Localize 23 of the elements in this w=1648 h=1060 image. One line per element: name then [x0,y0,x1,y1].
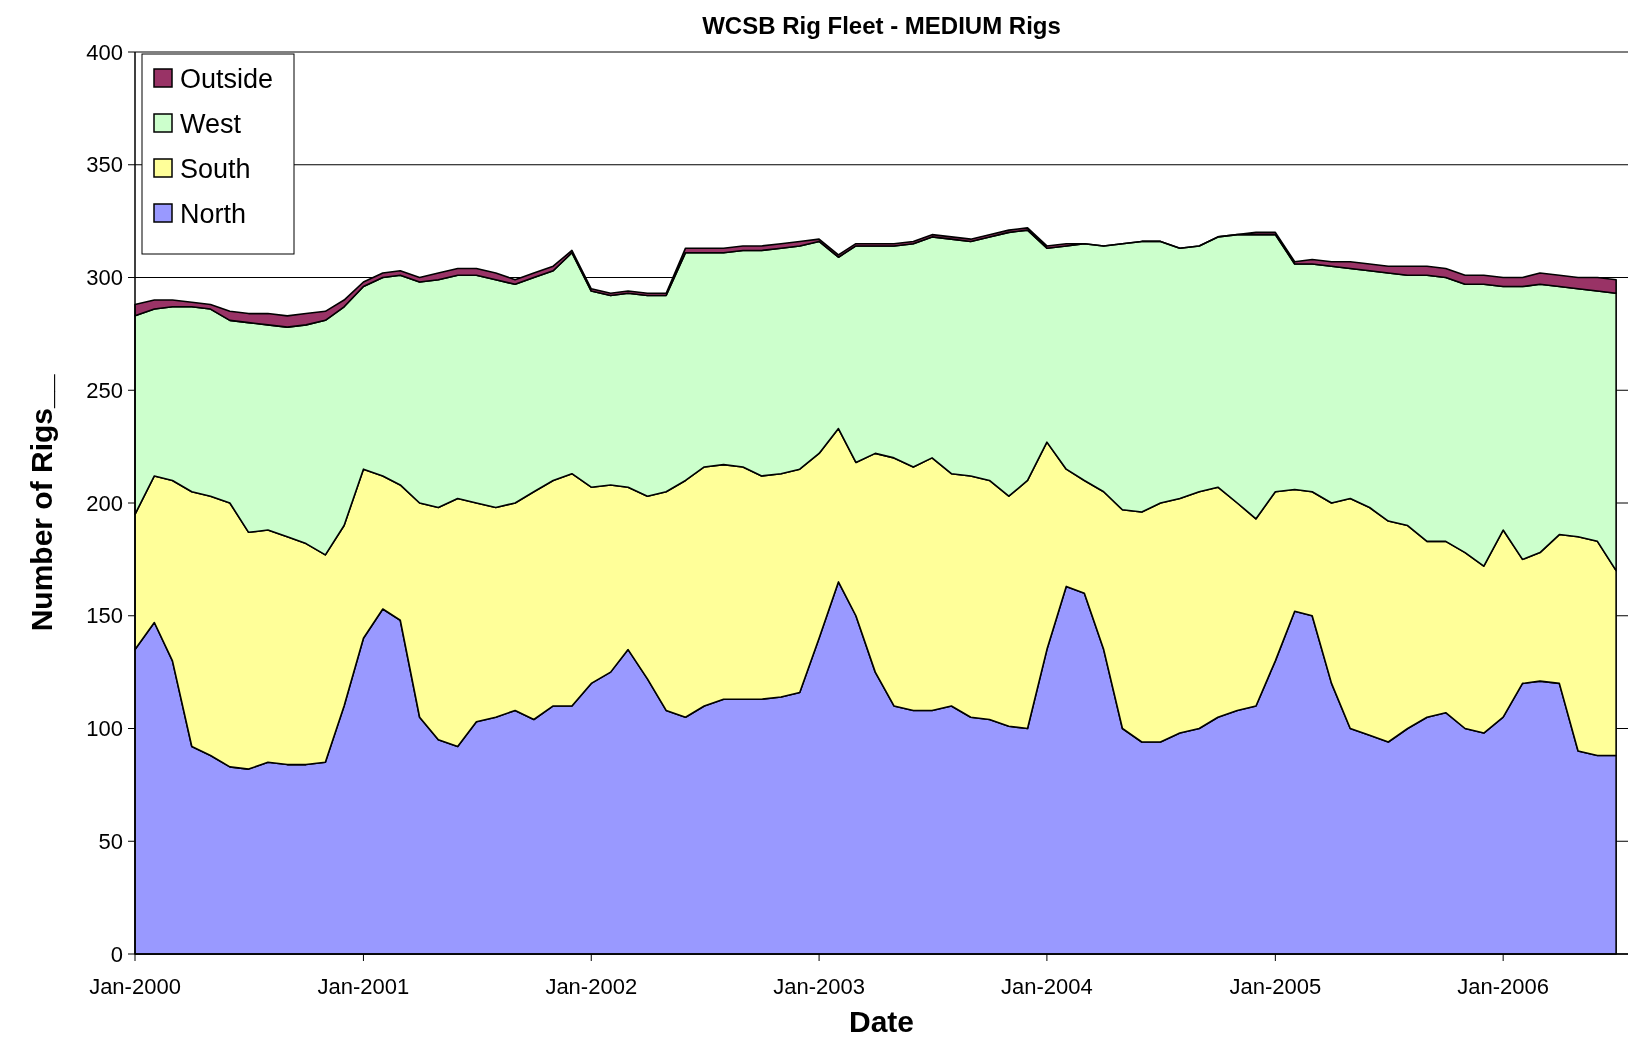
legend-label: West [180,109,242,140]
y-tick-label: 50 [98,828,123,854]
y-tick-label: 250 [86,377,123,403]
y-tick-label: 300 [86,265,123,291]
y-axis-title: Number of Rigs__ [25,374,58,632]
x-tick-label: Jan-2001 [317,974,410,999]
x-tick-label: Jan-2002 [545,974,638,999]
legend-label: South [180,154,251,185]
x-tick-label: Jan-2003 [773,974,865,999]
x-tick-label: Jan-2004 [1001,974,1093,999]
chart-title: WCSB Rig Fleet - MEDIUM Rigs [702,12,1061,39]
x-tick-label: Jan-2005 [1229,974,1322,999]
x-tick-label: Jan-2006 [1457,974,1550,999]
y-tick-label: 350 [86,152,123,178]
y-tick-label: 200 [86,490,123,516]
y-tick-label: 400 [86,39,123,65]
x-tick-label: Jan-2000 [89,974,181,999]
legend-label: North [180,199,247,230]
x-axis-title: Date [848,1005,915,1038]
legend-label: Outside [180,64,274,95]
y-tick-label: 150 [86,603,123,629]
y-tick-label: 100 [86,716,123,742]
y-tick-label: 0 [110,941,123,967]
